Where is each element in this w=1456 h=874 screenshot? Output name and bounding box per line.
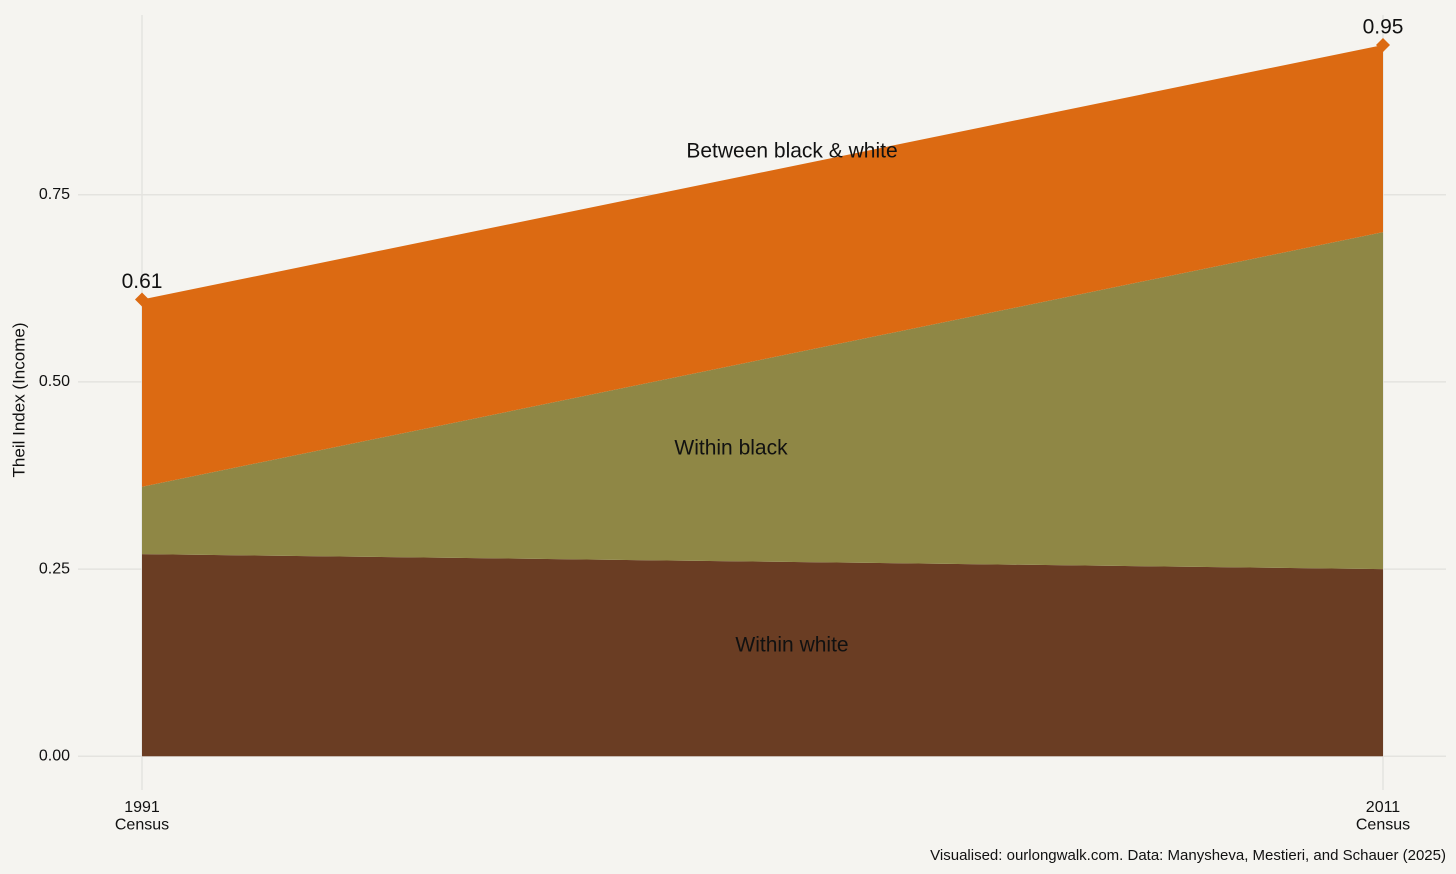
area-label: Within white bbox=[735, 634, 848, 657]
y-tick-label: 0.75 bbox=[39, 186, 70, 203]
x-tick-label: 2011 Census bbox=[1356, 799, 1410, 834]
total-marker bbox=[1376, 37, 1390, 52]
area bbox=[142, 554, 1383, 757]
area-label: Within black bbox=[674, 437, 788, 460]
y-tick-label: 0.25 bbox=[39, 560, 70, 577]
caption: Visualised: ourlongwalk.com. Data: Manys… bbox=[930, 847, 1446, 864]
y-tick-label: 0.50 bbox=[39, 373, 70, 390]
y-tick-label: 0.00 bbox=[39, 748, 70, 765]
area bbox=[142, 232, 1383, 570]
total-marker bbox=[135, 292, 149, 307]
total-label: 0.95 bbox=[1363, 15, 1404, 38]
x-tick-label: 1991 Census bbox=[115, 799, 169, 834]
area-label: Between black & white bbox=[686, 140, 897, 163]
total-label: 0.61 bbox=[122, 270, 163, 293]
area bbox=[142, 44, 1383, 487]
y-axis-label: Theil Index (Income) bbox=[9, 323, 28, 478]
